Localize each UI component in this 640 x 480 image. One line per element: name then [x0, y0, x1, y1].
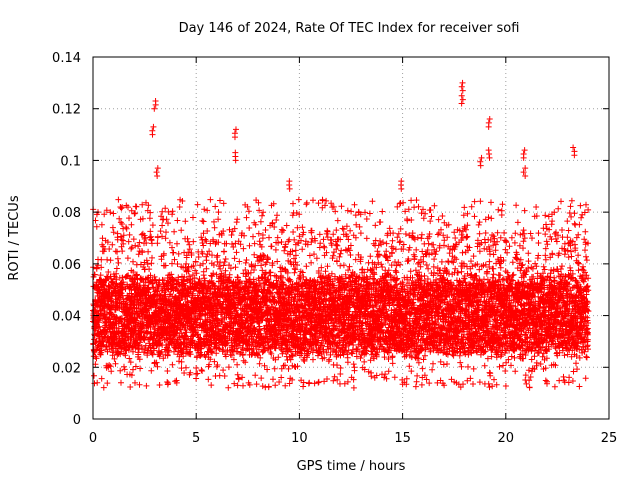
x-axis-title: GPS time / hours — [297, 459, 406, 474]
roti-peak-point — [570, 144, 577, 151]
roti-peak-point — [459, 87, 466, 94]
roti-peak-point — [150, 123, 157, 130]
y-axis-title: ROTI / TECUs — [7, 195, 22, 280]
y-tick-label: 0.1 — [60, 154, 81, 169]
roti-peak-point — [231, 134, 238, 141]
roti-points-cloud — [90, 196, 592, 391]
roti-peak-point — [478, 154, 485, 161]
roti-peak-point — [458, 83, 465, 90]
x-tick-label: 10 — [291, 431, 308, 446]
roti-peak-point — [153, 169, 160, 176]
roti-peak-point — [458, 92, 465, 99]
roti-peak-point — [149, 131, 156, 138]
x-tick-label: 15 — [394, 431, 411, 446]
x-tick-labels: 0 5 10 15 20 25 — [89, 431, 617, 446]
y-tick-label: 0 — [73, 413, 81, 428]
roti-peak-point — [571, 152, 578, 159]
roti-peak-point — [520, 169, 527, 176]
roti-peak-point — [398, 185, 405, 192]
roti-peak-point — [486, 154, 493, 161]
y-tick-label: 0.06 — [52, 258, 81, 273]
roti-peak-point — [154, 165, 161, 172]
roti-peak-point — [152, 101, 159, 108]
roti-peak-point — [486, 116, 493, 123]
y-tick-label: 0.12 — [52, 103, 81, 118]
y-tick-label: 0.04 — [52, 310, 81, 325]
roti-peak-point — [232, 126, 239, 133]
y-tick-label: 0.14 — [52, 51, 81, 66]
y-tick-labels: 0 0.02 0.04 0.06 0.08 0.1 0.12 0.14 — [52, 51, 81, 428]
roti-peak-point — [458, 100, 465, 107]
roti-peak-point — [459, 79, 466, 86]
y-tick-label: 0.02 — [52, 361, 81, 376]
x-tick-label: 25 — [601, 431, 618, 446]
axis-ticks — [92, 56, 610, 420]
chart-title: Day 146 of 2024, Rate Of TEC Index for r… — [179, 21, 520, 36]
roti-peak-point — [522, 172, 529, 179]
roti-peak-point — [485, 123, 492, 130]
roti-peak-point — [459, 96, 466, 103]
roti-peak-point — [286, 185, 293, 192]
roti-peak-point — [232, 157, 239, 164]
y-tick-label: 0.08 — [52, 206, 81, 221]
x-tick-label: 5 — [192, 431, 200, 446]
roti-peak-point — [522, 165, 529, 172]
roti-peak-point — [477, 162, 484, 169]
data-points — [90, 79, 592, 391]
plot-frame — [92, 56, 610, 420]
x-tick-label: 0 — [89, 431, 97, 446]
roti-peak-point — [151, 105, 158, 112]
x-tick-label: 20 — [498, 431, 515, 446]
roti-peak-point — [521, 147, 528, 154]
roti-peak-point — [154, 172, 161, 179]
roti-peak-point — [520, 154, 527, 161]
